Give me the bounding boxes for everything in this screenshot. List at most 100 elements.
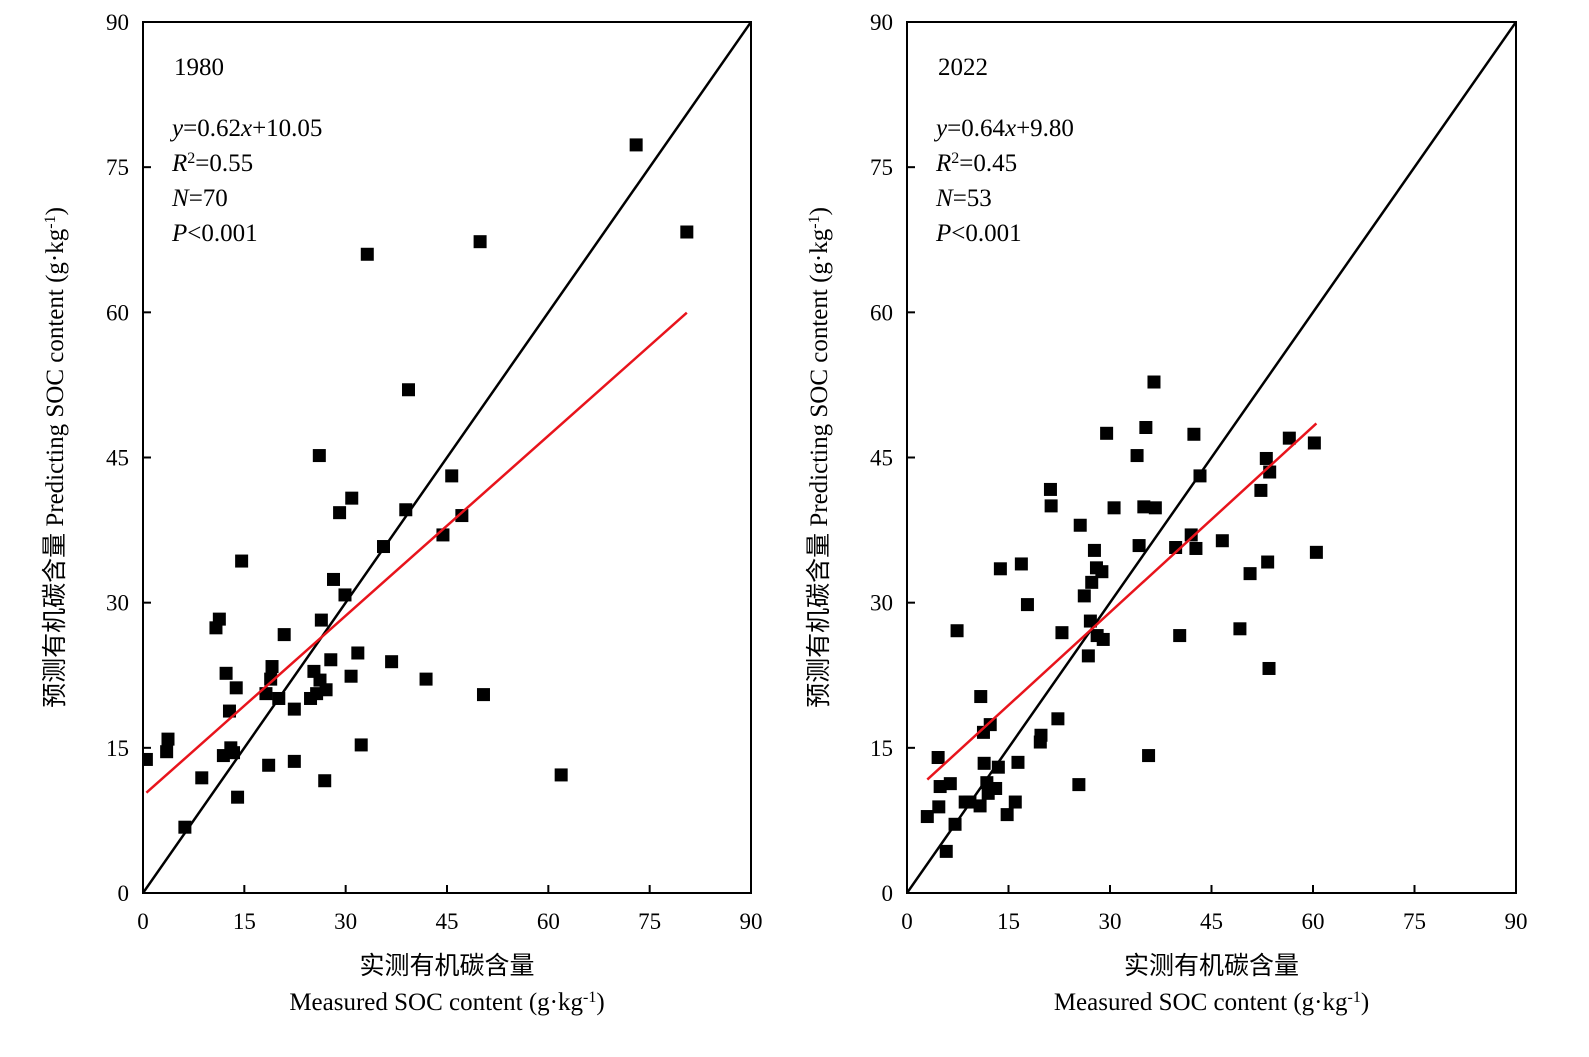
regression-line bbox=[926, 422, 1318, 781]
x-tick-label: 15 bbox=[997, 909, 1020, 934]
y-tick-label: 60 bbox=[870, 300, 893, 325]
data-point bbox=[419, 672, 433, 686]
data-point bbox=[1100, 426, 1114, 440]
data-point bbox=[1083, 614, 1097, 628]
data-point bbox=[1189, 541, 1203, 555]
data-point bbox=[1107, 501, 1121, 515]
data-point bbox=[312, 449, 326, 463]
x-tick-label: 90 bbox=[740, 909, 763, 934]
x-tick-label: 60 bbox=[1302, 909, 1325, 934]
data-point bbox=[265, 660, 279, 674]
data-point bbox=[1014, 557, 1028, 571]
data-point bbox=[324, 653, 338, 667]
stats-line: N=70 bbox=[171, 185, 228, 212]
data-point bbox=[1087, 543, 1101, 557]
y-tick-label: 75 bbox=[870, 155, 893, 180]
data-point bbox=[385, 655, 399, 669]
panel-1980: 0 15 30 45 60 75 90 0 15 30 45 60 75 90 1980 y=0.62x+10… bbox=[41, 10, 763, 1016]
data-point bbox=[939, 844, 953, 858]
x-axis-title-cn: 实测有机碳含量 bbox=[1124, 952, 1299, 980]
data-point bbox=[1137, 500, 1151, 514]
y-tick-label: 90 bbox=[870, 10, 893, 35]
data-point bbox=[143, 752, 153, 766]
x-axis-title-en: Measured SOC content (g·kg-1) bbox=[289, 989, 604, 1017]
data-point bbox=[235, 554, 249, 568]
identity-line bbox=[143, 22, 751, 893]
data-point bbox=[977, 756, 991, 770]
data-point bbox=[1000, 808, 1014, 822]
data-point bbox=[1095, 565, 1109, 579]
data-point bbox=[943, 777, 957, 791]
data-point bbox=[1044, 499, 1058, 513]
data-point bbox=[231, 790, 245, 804]
data-point bbox=[989, 781, 1003, 795]
y-axis-title: 预测有机碳含量 Predicting SOC content (g·kg-1) bbox=[41, 207, 69, 708]
stats-line: N=53 bbox=[935, 185, 992, 212]
data-point bbox=[262, 758, 276, 772]
data-point bbox=[1187, 427, 1201, 441]
y-tick-label: 30 bbox=[870, 591, 893, 616]
data-point bbox=[1034, 728, 1048, 742]
x-tick-label: 75 bbox=[638, 909, 661, 934]
data-point bbox=[455, 509, 469, 523]
data-point bbox=[993, 562, 1007, 576]
data-point bbox=[1282, 431, 1296, 445]
data-point bbox=[554, 768, 568, 782]
data-point bbox=[327, 572, 341, 586]
plot-area bbox=[907, 22, 1516, 893]
data-point bbox=[1184, 528, 1198, 542]
x-tick-label: 45 bbox=[436, 909, 459, 934]
stats-line: P<0.001 bbox=[935, 220, 1022, 247]
data-point bbox=[344, 669, 358, 683]
data-point bbox=[287, 754, 301, 768]
data-point bbox=[1008, 795, 1022, 809]
data-point bbox=[1072, 778, 1086, 792]
panel-2022: 0 15 30 45 60 75 90 0 15 30 45 60 75 90 2022 y=0.64x+9.… bbox=[805, 10, 1528, 1016]
data-point bbox=[1309, 545, 1323, 559]
data-point bbox=[1173, 629, 1187, 643]
data-point bbox=[399, 503, 413, 517]
data-point bbox=[1011, 755, 1025, 769]
y-tick-label: 0 bbox=[118, 881, 130, 906]
stats-line: y=0.64x+9.80 bbox=[933, 115, 1074, 142]
data-point bbox=[1262, 661, 1276, 675]
data-point bbox=[983, 718, 997, 732]
data-point bbox=[222, 704, 236, 718]
data-point bbox=[1233, 622, 1247, 636]
data-point bbox=[338, 588, 352, 602]
data-point bbox=[476, 688, 490, 702]
x-tick-label: 0 bbox=[137, 909, 149, 934]
data-point bbox=[1307, 436, 1321, 450]
data-point bbox=[1051, 712, 1065, 726]
stats-line: R2=0.55 bbox=[171, 150, 253, 178]
data-point bbox=[272, 691, 286, 705]
data-point bbox=[227, 746, 241, 760]
stats-line: y=0.62x+10.05 bbox=[169, 115, 322, 142]
data-point bbox=[1043, 482, 1057, 496]
x-tick-label: 75 bbox=[1403, 909, 1426, 934]
data-point bbox=[161, 732, 175, 746]
data-point bbox=[1081, 649, 1095, 663]
data-point bbox=[178, 820, 192, 834]
data-point bbox=[1259, 451, 1273, 465]
data-point bbox=[1085, 575, 1099, 589]
data-point bbox=[1139, 420, 1153, 434]
x-tick-label: 30 bbox=[1099, 909, 1122, 934]
data-point bbox=[1055, 626, 1069, 640]
data-point bbox=[1147, 375, 1161, 389]
data-point bbox=[963, 795, 977, 809]
data-point bbox=[354, 738, 368, 752]
data-point bbox=[1132, 539, 1146, 553]
x-tick-label: 0 bbox=[901, 909, 913, 934]
data-point bbox=[1254, 483, 1268, 497]
x-tick-label: 30 bbox=[334, 909, 357, 934]
regression-line bbox=[145, 311, 688, 794]
data-point bbox=[318, 774, 332, 788]
data-point bbox=[680, 225, 694, 239]
plot-area bbox=[143, 22, 751, 893]
y-tick-label: 45 bbox=[106, 446, 129, 471]
data-point bbox=[1243, 567, 1257, 581]
y-tick-label: 15 bbox=[870, 736, 893, 761]
